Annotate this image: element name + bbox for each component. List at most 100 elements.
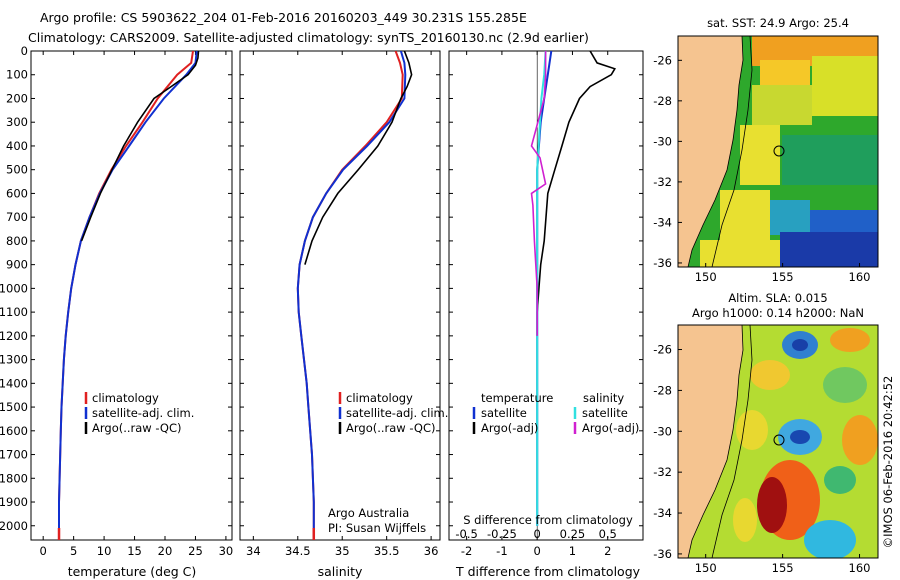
depth-tick-label: 1700 [0, 448, 28, 462]
lat-tick-label: -32 [653, 465, 672, 479]
series-line [80, 51, 200, 242]
t-difference-xlabel: T difference from climatology [455, 564, 641, 579]
legend-label-sal-argo: Argo(-adj) [582, 421, 639, 435]
argo-position-marker [773, 434, 785, 446]
depth-tick-label: 800 [6, 234, 28, 248]
lon-tick-label: 150 [695, 270, 717, 284]
depth-axis: 0 100 200 300 400 500 600 700 800 900 1000 1100 1200… [0, 44, 643, 533]
depth-tick-label: 1100 [0, 305, 28, 319]
imos-timestamp: ©IMOS 06-Feb-2016 20:42:52 [881, 376, 895, 549]
lat-tick-label: -36 [653, 547, 672, 561]
temperature-legend: climatology satellite-adj. clim. Argo(..… [84, 391, 194, 435]
x-tick-label: 2 [604, 544, 611, 558]
salinity-x-axis: 34 34.5 35 35.5 36 [246, 51, 438, 558]
legend-label-temp-satellite: satellite [481, 406, 527, 420]
x-tick-label: -1 [496, 544, 507, 558]
lon-tick-label: 160 [849, 561, 871, 575]
temperature-series [57, 51, 200, 540]
depth-tick-label: 1900 [0, 495, 28, 509]
sla-map-axes: -26 -28 -30 -32 -34 -36 150 155 160 [653, 343, 870, 575]
sla-map-title-line1: Altim. SLA: 0.015 [728, 291, 827, 305]
argo-position-marker [773, 145, 785, 157]
s-diff-tick-label: -0.25 [487, 527, 517, 541]
temperature-x-axis: 0 5 10 15 20 25 30 [40, 51, 234, 558]
credit-line1: Argo Australia [328, 506, 409, 520]
x-tick-label: 5 [70, 544, 77, 558]
series-line [530, 51, 547, 336]
lat-tick-label: -30 [653, 134, 672, 148]
sst-map-frame [677, 35, 879, 268]
series-line [304, 51, 413, 265]
figure-title-line2: Climatology: CARS2009. Satellite-adjuste… [28, 30, 589, 45]
sst-map [678, 36, 878, 267]
lon-tick-label: 160 [849, 270, 871, 284]
difference-series [530, 51, 616, 540]
salinity-legend: climatology satellite-adj. clim. Argo(..… [338, 391, 448, 435]
salinity-xlabel: salinity [318, 564, 363, 579]
figure-title-line1: Argo profile: CS 5903622_204 01-Feb-2016… [40, 10, 527, 25]
depth-tick-label: 1200 [0, 329, 28, 343]
depth-tick-label: 1400 [0, 376, 28, 390]
lat-tick-label: -28 [653, 94, 672, 108]
depth-tick-label: 300 [6, 115, 28, 129]
lat-tick-label: -32 [653, 175, 672, 189]
x-tick-label: 25 [188, 544, 203, 558]
legend-label-climatology: climatology [346, 391, 413, 405]
depth-tick-label: 400 [6, 139, 28, 153]
depth-tick-label: 1300 [0, 353, 28, 367]
series-line [58, 51, 194, 538]
salinity-panel [239, 50, 441, 541]
legend-label-sal-satellite: satellite [582, 406, 628, 420]
depth-tick-label: 1000 [0, 281, 28, 295]
salinity-series [296, 51, 413, 540]
s-diff-tick-label: 0.25 [560, 527, 586, 541]
series-line [536, 51, 616, 336]
x-tick-label: 10 [97, 544, 112, 558]
lat-tick-label: -34 [653, 506, 672, 520]
x-tick-label: 1 [569, 544, 576, 558]
depth-tick-label: 2000 [0, 519, 28, 533]
sla-map [678, 325, 878, 558]
depth-tick-label: 500 [6, 163, 28, 177]
legend-label-temp-argo: Argo(-adj) [481, 421, 538, 435]
lat-tick-label: -28 [653, 383, 672, 397]
series-line [58, 51, 198, 538]
legend-title-temperature: temperature [481, 391, 553, 405]
x-tick-label: 20 [158, 544, 173, 558]
depth-tick-label: 600 [6, 186, 28, 200]
series-line [296, 51, 407, 538]
sst-map-title: sat. SST: 24.9 Argo: 25.4 [707, 16, 849, 30]
x-tick-label: 0 [534, 544, 541, 558]
lat-tick-label: -34 [653, 215, 672, 229]
lat-tick-label: -26 [653, 343, 672, 357]
temperature-xlabel: temperature (deg C) [68, 564, 197, 579]
legend-label-satellite: satellite-adj. clim. [92, 406, 194, 420]
legend-label-climatology: climatology [92, 391, 159, 405]
depth-tick-label: 1500 [0, 400, 28, 414]
x-tick-label: 35 [335, 544, 350, 558]
legend-label-satellite: satellite-adj. clim. [346, 406, 448, 420]
lat-tick-label: -26 [653, 53, 672, 67]
lat-tick-label: -30 [653, 424, 672, 438]
x-tick-label: 0 [40, 544, 47, 558]
x-tick-label: 30 [219, 544, 234, 558]
s-difference-axis: -0.5 -0.25 0 0.25 0.5 [455, 527, 616, 541]
credit-line2: PI: Susan Wijffels [328, 521, 426, 535]
x-tick-label: 34.5 [285, 544, 311, 558]
sla-map-title-line2: Argo h1000: 0.14 h2000: NaN [692, 306, 864, 320]
sst-map-axes: -26 -28 -30 -32 -34 -36 150 155 160 [653, 53, 870, 284]
x-tick-label: 35.5 [374, 544, 400, 558]
x-tick-label: 34 [246, 544, 261, 558]
legend-label-argo: Argo(..raw -QC) [346, 421, 436, 435]
depth-tick-label: 100 [6, 68, 28, 82]
s-difference-label: S difference from climatology [463, 513, 633, 527]
difference-panel [448, 50, 644, 541]
legend-title-salinity: salinity [583, 391, 624, 405]
s-diff-tick-label: 0.5 [599, 527, 617, 541]
legend-label-argo: Argo(..raw -QC) [92, 421, 182, 435]
s-diff-tick-label: -0.5 [455, 527, 477, 541]
sla-map-frame [677, 324, 879, 559]
depth-tick-label: 1600 [0, 424, 28, 438]
lon-tick-label: 155 [772, 270, 794, 284]
